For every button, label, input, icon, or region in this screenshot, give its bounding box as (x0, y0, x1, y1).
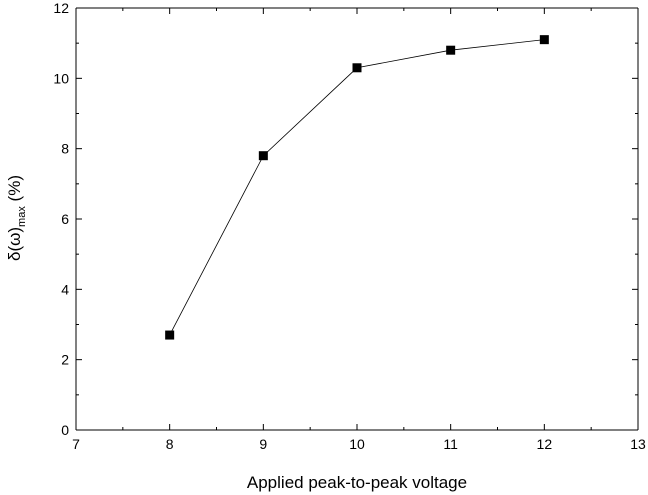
x-tick-label: 8 (166, 436, 174, 452)
x-tick-label: 11 (443, 436, 458, 452)
data-point (165, 330, 175, 340)
data-point (352, 63, 362, 73)
series-group (165, 35, 549, 340)
data-point (446, 45, 456, 55)
y-axis-title: δ(ω)max (%) (5, 175, 28, 261)
y-axis-title-subscript: max (16, 206, 28, 227)
y-tick-label: 12 (53, 0, 69, 16)
x-tick-label: 7 (72, 436, 80, 452)
x-tick-label: 9 (259, 436, 267, 452)
y-tick-label: 2 (61, 352, 69, 368)
y-axis-title-suffix: (%) (5, 175, 24, 206)
data-point (258, 151, 268, 161)
y-tick-label: 6 (61, 211, 69, 227)
series-line (169, 39, 545, 336)
data-point (539, 35, 549, 45)
x-tick-label: 12 (537, 436, 553, 452)
x-tick-label: 13 (630, 436, 646, 452)
axes: 7 8 9 10 11 12 13 0 2 4 6 8 10 12 (53, 0, 646, 452)
x-tick-label: 10 (349, 436, 365, 452)
y-tick-label: 0 (61, 422, 69, 438)
y-tick-label: 10 (53, 70, 69, 86)
y-axis-title-main: δ(ω) (5, 227, 24, 261)
y-tick-label: 8 (61, 141, 69, 157)
y-tick-label: 4 (61, 281, 69, 297)
x-axis-title: Applied peak-to-peak voltage (247, 473, 467, 492)
